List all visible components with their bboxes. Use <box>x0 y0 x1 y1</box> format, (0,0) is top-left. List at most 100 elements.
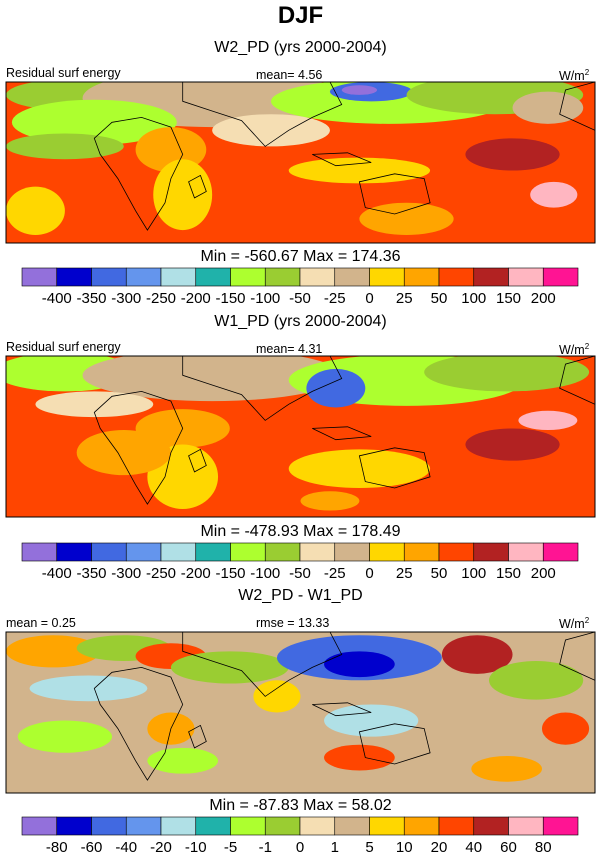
panel-3-colorbar-swatch <box>160 816 197 836</box>
panel-3-units: W/m2 <box>559 616 590 632</box>
panel-2-colorbar-tick-label: 25 <box>396 565 413 582</box>
panel-1-coastline <box>188 174 207 199</box>
panel-2-contour-region <box>518 410 578 431</box>
panel-2-title: W1_PD (yrs 2000-2004) <box>214 313 387 330</box>
panel-2-colorbar-swatch <box>369 542 405 562</box>
panel-1-colorbar-tick-label: 200 <box>531 290 556 307</box>
panel-3-colorbar-tick-label: -60 <box>81 839 103 856</box>
panel-2-minmax: Min = -478.93 Max = 178.49 <box>200 523 401 540</box>
panel-1-left-label: Residual surf energy <box>6 66 121 80</box>
panel-1-map-field <box>6 82 595 243</box>
panel-3-contour-region <box>324 744 395 771</box>
panel-3-contour-region <box>488 660 584 700</box>
panel-2-colorbar-swatch <box>21 542 58 562</box>
panel-3-colorbar-swatch <box>403 816 440 836</box>
panel-3-colorbar-tick-label: 80 <box>535 839 552 856</box>
panel-1-colorbar-swatch <box>369 267 405 287</box>
panel-3-map-frame <box>5 631 596 794</box>
panel-1-colorbar-swatch <box>334 267 370 287</box>
panel-3-colorbar-swatch <box>21 816 58 836</box>
panel-2-contour-region <box>300 491 360 511</box>
panel-1-contour-region <box>512 91 584 124</box>
panel-1-contour-region <box>212 114 330 147</box>
panel-1-colorbar-swatch <box>264 267 301 287</box>
panel-2-colorbar-tick-label: 150 <box>496 565 521 582</box>
panel-2-colorbar-swatch <box>195 542 231 562</box>
panel-2-map-field <box>6 356 595 517</box>
panel-1-colorbar-tick-label: 100 <box>461 290 486 307</box>
panel-3-contour-region <box>471 755 542 782</box>
panel-2-contour-region <box>76 430 171 476</box>
panel-3-title: W2_PD - W1_PD <box>238 587 363 604</box>
panel-3-map-field <box>6 632 595 793</box>
panel-3-colorbar-swatch <box>334 816 370 836</box>
panel-2-contour-region <box>424 356 590 392</box>
panel-3-colorbar-swatch <box>438 816 475 836</box>
panel-1-contour-region <box>11 99 177 145</box>
panel-3-coastline <box>312 702 372 717</box>
panel-1-coastline <box>182 82 343 147</box>
panel-1-units: W/m2 <box>559 68 590 84</box>
panel-1-map-frame <box>5 81 596 244</box>
panel-3-mean-label: mean = 0.25 <box>6 616 76 630</box>
panel-3-colorbar-tick-label: -5 <box>224 839 237 856</box>
panel-2-colorbar-tick-label: -300 <box>111 565 141 582</box>
panel-1-contour-region <box>288 157 431 184</box>
panel-2-map-frame <box>5 355 596 518</box>
panel-2-contour-region <box>465 428 560 461</box>
panel-3-colorbar-tick-label: 40 <box>465 839 482 856</box>
panel-3-contour-region <box>324 704 419 737</box>
panel-2-colorbar-tick-label: -250 <box>146 565 176 582</box>
panel-3-colorbar-swatch <box>56 816 92 836</box>
panel-1-contour-region <box>359 202 454 235</box>
panel-2-units: W/m2 <box>559 342 590 358</box>
panel-1-colorbar-swatch <box>299 267 336 287</box>
panel-2-colorbar-swatch <box>438 542 475 562</box>
panel-3-colorbar-tick-label: -10 <box>185 839 207 856</box>
panel-1-colorbar-swatch <box>160 267 197 287</box>
panel-2-colorbar-tick-label: -150 <box>215 565 245 582</box>
panel-3-coastline <box>93 666 184 781</box>
panel-1-coastline <box>93 116 184 231</box>
panel-1-contour-region <box>153 159 213 231</box>
panel-3-colorbar-swatch <box>230 816 266 836</box>
panel-1-colorbar-tick-label: 50 <box>431 290 448 307</box>
panel-1-colorbar-swatch <box>56 267 92 287</box>
panel-1-colorbar-swatch <box>195 267 231 287</box>
panel-3-colorbar-swatch <box>125 816 162 836</box>
panel-1-contour-region <box>6 133 124 160</box>
panel-1-coastline <box>559 82 595 131</box>
panel-2-colorbar-swatch <box>160 542 197 562</box>
panel-1-colorbar-swatch <box>473 267 509 287</box>
panel-2-mean-label: mean= 4.31 <box>256 342 323 356</box>
panel-2-colorbar-tick-label: -350 <box>76 565 106 582</box>
panel-3-contour-region <box>6 635 101 668</box>
panel-1-colorbar-tick-label: -100 <box>250 290 280 307</box>
panel-3-contour-region <box>541 712 590 745</box>
panel-2-colorbar-tick-label: -50 <box>289 565 311 582</box>
panel-3-colorbar-tick-label: 60 <box>500 839 517 856</box>
panel-3-colorbar-tick-label: -1 <box>259 839 272 856</box>
panel-2-coastline <box>93 390 184 505</box>
panel-1-coastline <box>312 152 372 167</box>
panel-1-colorbar-tick-label: -300 <box>111 290 141 307</box>
panel-1-colorbar-swatch <box>230 267 266 287</box>
panel-2-colorbar-swatch <box>542 542 579 562</box>
panel-3-coastline <box>188 724 207 749</box>
panel-1-contour-region <box>341 85 378 95</box>
panel-2-colorbar-tick-label: -25 <box>324 565 346 582</box>
panel-2-colorbar-tick-label: 200 <box>531 565 556 582</box>
panel-3-colorbar-swatch <box>195 816 231 836</box>
panel-1-colorbar-tick-label: 150 <box>496 290 521 307</box>
panel-3-contour-region <box>253 680 301 713</box>
panel-1-minmax: Min = -560.67 Max = 174.36 <box>200 248 401 265</box>
panel-2-colorbar-tick-label: 0 <box>365 565 373 582</box>
panel-3-colorbar-swatch <box>299 816 336 836</box>
panel-2-contour-region <box>35 391 154 418</box>
panel-1-colorbar-tick-label: -150 <box>215 290 245 307</box>
panel-3-colorbar-tick-label: 0 <box>296 839 304 856</box>
panel-1-coastline <box>358 173 431 215</box>
panel-3-contour-region <box>441 635 513 674</box>
panel-2-colorbar-tick-label: -100 <box>250 565 280 582</box>
